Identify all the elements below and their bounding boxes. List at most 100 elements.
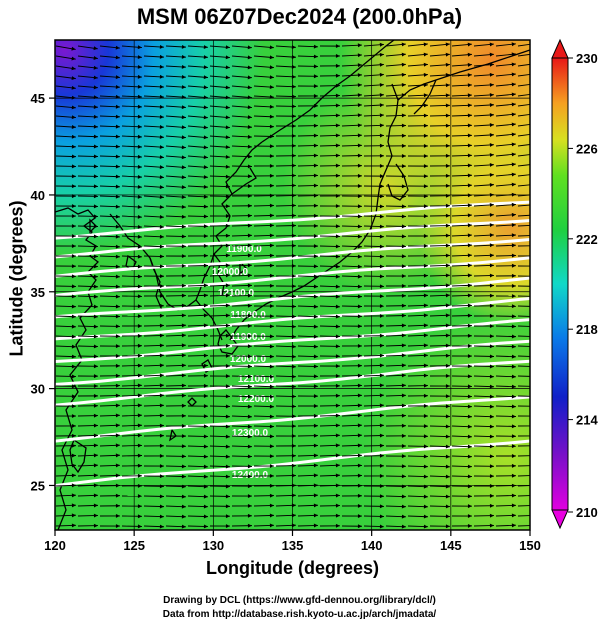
wind-arrow (297, 374, 319, 379)
wind-arrow (99, 134, 121, 139)
wind-arrow (451, 163, 473, 168)
wind-arrow (99, 473, 121, 478)
wind-arrow (385, 423, 407, 428)
wind-arrow (385, 484, 407, 489)
wind-arrow (231, 384, 253, 389)
wind-arrow (231, 364, 253, 369)
wind-arrow (187, 313, 209, 318)
x-tick-label: 145 (440, 538, 462, 553)
wind-arrow (517, 103, 530, 107)
wind-arrow (143, 84, 164, 89)
wind-arrow (341, 504, 363, 508)
wind-arrow (253, 483, 275, 488)
wind-arrow (143, 224, 164, 229)
wind-arrow (517, 445, 530, 447)
wind-arrow (385, 254, 407, 259)
wind-arrow (165, 175, 186, 180)
wind-arrow (473, 113, 494, 117)
wind-arrow (55, 423, 77, 428)
wind-arrow (407, 313, 429, 318)
wind-arrow (187, 474, 209, 479)
wind-arrow (473, 434, 495, 439)
wind-arrow (143, 175, 164, 180)
wind-arrow (451, 323, 473, 328)
wind-arrow (517, 235, 530, 237)
wind-arrow (473, 384, 495, 389)
wind-arrow (319, 294, 341, 299)
wind-arrow (253, 324, 275, 329)
wind-arrow (429, 143, 451, 148)
wind-arrow (143, 244, 165, 249)
wind-arrow (385, 293, 407, 298)
wind-arrow (165, 494, 187, 499)
wind-arrow (319, 284, 341, 289)
wind-arrow (99, 94, 120, 99)
wind-arrow (99, 85, 120, 89)
wind-arrow (407, 42, 428, 47)
wind-arrow (77, 393, 99, 398)
wind-arrow (209, 444, 231, 449)
wind-arrow (55, 224, 77, 229)
wind-arrow (165, 165, 186, 170)
contour-label: 12000.0 (212, 267, 249, 278)
wind-arrow (253, 503, 275, 508)
wind-arrow (429, 313, 451, 318)
wind-arrow (407, 263, 429, 268)
contour-line (55, 318, 530, 364)
colorbar-tick-label: 226 (576, 141, 598, 156)
wind-arrow (55, 314, 77, 319)
wind-arrow (517, 113, 530, 117)
wind-arrow (363, 524, 385, 529)
wind-arrow (473, 143, 494, 147)
wind-arrow (165, 95, 186, 100)
wind-arrow (209, 364, 231, 368)
wind-arrow (341, 463, 363, 468)
wind-arrow (429, 504, 451, 509)
wind-arrow (99, 274, 121, 279)
wind-arrow (275, 503, 297, 508)
wind-arrow (121, 443, 143, 448)
wind-arrow (55, 244, 77, 249)
wind-arrow (99, 214, 121, 219)
wind-arrow (275, 104, 297, 109)
wind-arrow (385, 52, 406, 57)
wind-arrow (209, 95, 230, 100)
wind-arrow (187, 224, 209, 229)
wind-arrow (297, 354, 319, 359)
colorbar-tick-label: 218 (576, 322, 598, 337)
wind-arrow (275, 84, 297, 89)
wind-arrow (121, 373, 143, 378)
wind-arrow (297, 234, 319, 238)
wind-arrow (143, 363, 165, 368)
wind-arrow (231, 55, 252, 60)
wind-arrow (187, 303, 209, 308)
wind-arrow (99, 124, 121, 129)
wind-arrow (451, 52, 472, 57)
wind-arrow (99, 244, 121, 249)
wind-arrow (231, 323, 253, 328)
wind-arrow (55, 125, 76, 129)
wind-arrow (55, 344, 77, 349)
wind-arrow (495, 182, 516, 187)
wind-arrow (407, 93, 428, 98)
wind-arrow (451, 464, 473, 469)
wind-arrow (429, 173, 451, 178)
wind-arrow (121, 204, 142, 209)
wind-arrow (473, 233, 494, 238)
wind-arrow (385, 303, 407, 308)
wind-arrow (363, 433, 385, 438)
wind-arrow (517, 285, 530, 287)
wind-arrow (451, 504, 473, 509)
wind-arrow (165, 54, 186, 59)
wind-arrow (297, 113, 319, 118)
wind-arrow (187, 243, 209, 248)
wind-arrow (77, 483, 99, 488)
wind-arrow (187, 353, 209, 358)
wind-arrow (341, 453, 363, 458)
wind-arrow (385, 363, 407, 368)
wind-arrow (55, 284, 77, 289)
contour-line (55, 296, 530, 341)
y-tick-label: 30 (31, 382, 45, 397)
wind-arrow (99, 493, 121, 498)
wind-arrow (209, 353, 231, 358)
